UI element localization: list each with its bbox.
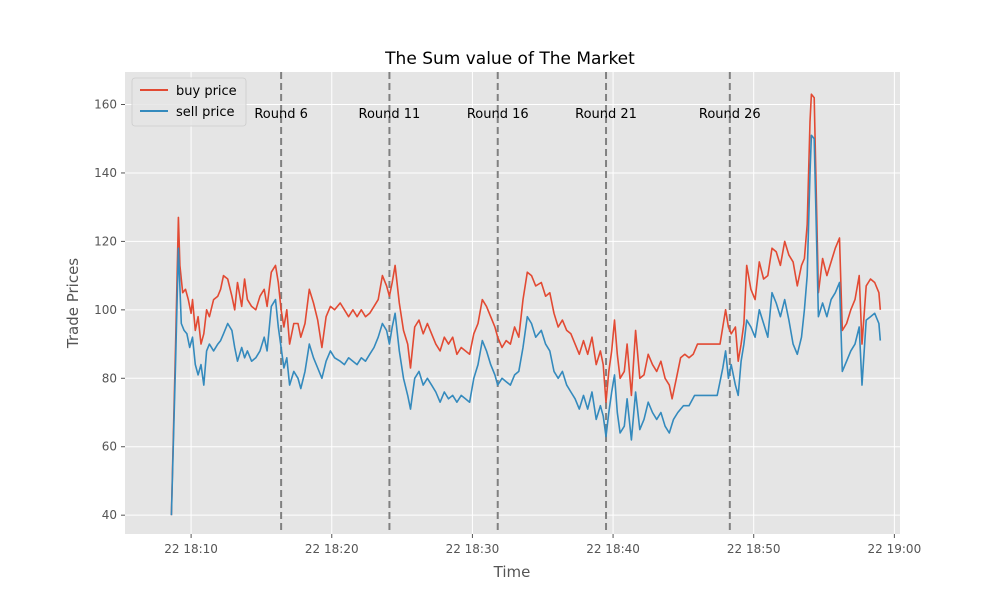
round-marker-label-3: Round 21 [575, 107, 637, 122]
buy-price-line [170, 93, 882, 516]
x-tick-label-5: 22 19:00 [868, 542, 922, 556]
x-axis-label: Time [493, 563, 531, 581]
y-tick-label-3: 100 [94, 303, 117, 317]
y-tick-label-6: 160 [94, 98, 117, 112]
legend-buy-label: buy price [176, 84, 237, 99]
legend: buy price sell price [131, 77, 247, 127]
series-lines [170, 93, 882, 516]
round-marker-label-0: Round 6 [254, 107, 308, 122]
axis-ticks: 40 60 80 100 120 140 160 22 18:10 22 18:20 22 18:… [94, 98, 921, 556]
x-tick-label-1: 22 18:20 [305, 542, 359, 556]
round-marker-label-2: Round 16 [467, 107, 529, 122]
round-marker-label-4: Round 26 [699, 107, 761, 122]
round-marker-label-1: Round 11 [359, 107, 421, 122]
sell-price-line [170, 134, 882, 516]
y-tick-label-0: 40 [102, 508, 117, 522]
y-axis-label: Trade Prices [64, 258, 82, 349]
legend-sell-label: sell price [176, 105, 234, 120]
chart-title: The Sum value of The Market [384, 49, 635, 69]
y-tick-label-2: 80 [102, 371, 117, 385]
x-tick-label-2: 22 18:30 [446, 542, 500, 556]
x-tick-label-0: 22 18:10 [164, 542, 218, 556]
y-tick-label-4: 120 [94, 234, 117, 248]
y-tick-label-5: 140 [94, 166, 117, 180]
y-tick-label-1: 60 [102, 440, 117, 454]
round-annotations: Round 6 Round 11 Round 16 Round 21 Round 26 [254, 107, 760, 122]
x-tick-label-3: 22 18:40 [586, 542, 640, 556]
x-tick-label-4: 22 18:50 [727, 542, 781, 556]
